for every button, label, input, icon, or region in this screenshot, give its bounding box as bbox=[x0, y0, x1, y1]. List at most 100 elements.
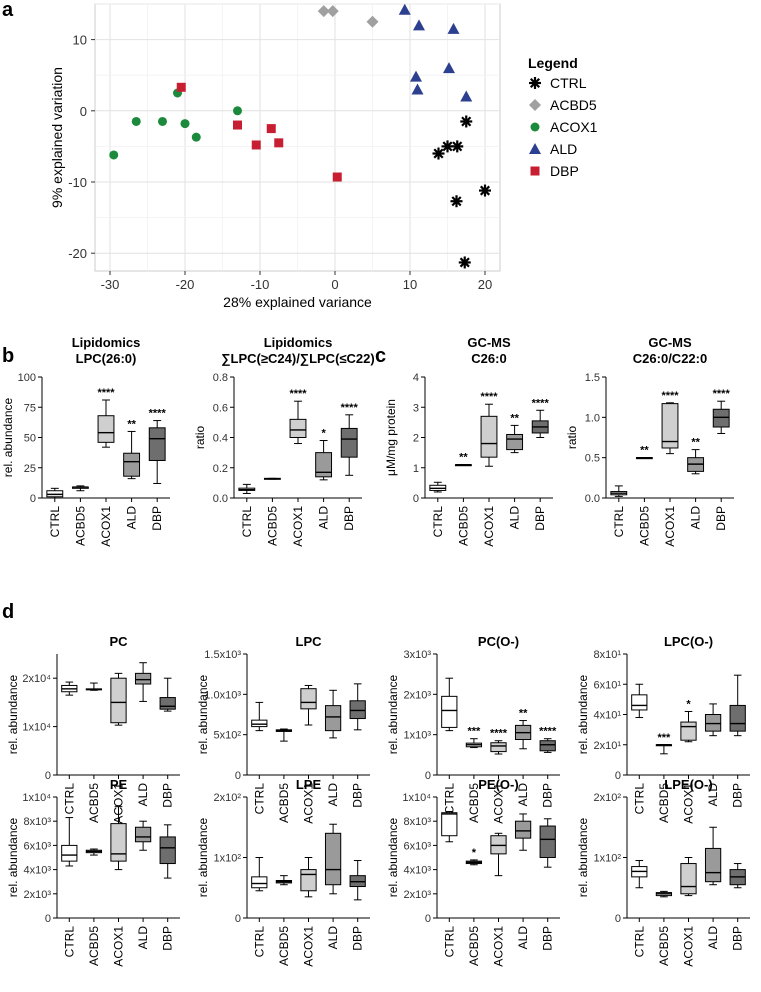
x-tick-label-dbp: DBP bbox=[161, 926, 175, 951]
y-axis-label: rel. abundance bbox=[1, 397, 15, 477]
box-acbd5 bbox=[85, 848, 103, 856]
pca-point bbox=[131, 116, 141, 126]
box-iqr bbox=[134, 826, 152, 843]
significance-label: ** bbox=[519, 708, 528, 720]
pca-point bbox=[432, 147, 445, 160]
box-iqr bbox=[300, 688, 317, 710]
pca-plot: -30 -20 -10 0 10 20 -20 -10 0 10 28% explained var… bbox=[49, 3, 598, 310]
pca-x-tick-label: -20 bbox=[176, 277, 195, 292]
pca-point bbox=[411, 83, 424, 95]
y-tick-label: 0.2 bbox=[213, 463, 228, 475]
x-tick-label-acbd5: ACBD5 bbox=[467, 783, 481, 823]
x-tick-label-acbd5: ACBD5 bbox=[657, 783, 671, 823]
box-dbp bbox=[729, 674, 746, 737]
y-tick-label: 2x10³ bbox=[403, 689, 431, 701]
x-tick-label-ctrl: CTRL bbox=[632, 926, 646, 958]
box-iqr bbox=[324, 705, 342, 732]
box-ald bbox=[324, 689, 342, 739]
y-tick-label: 0 bbox=[413, 493, 419, 505]
box-dbp bbox=[159, 677, 176, 712]
x-tick-label-dbp: DBP bbox=[731, 926, 745, 951]
box-dbp: **** bbox=[341, 402, 358, 476]
x-tick-label-ctrl: CTRL bbox=[252, 926, 266, 958]
box-ctrl bbox=[441, 811, 458, 843]
y-axis-label: rel. abundance bbox=[386, 674, 400, 754]
asterisk-stroke bbox=[452, 141, 463, 152]
x-tick-label-dbp: DBP bbox=[714, 506, 728, 531]
box-dbp bbox=[539, 818, 556, 868]
y-tick-label: 50 bbox=[24, 433, 36, 445]
pca-point bbox=[398, 3, 411, 15]
y-axis-label: ratio bbox=[565, 426, 579, 450]
box-acox1 bbox=[110, 672, 127, 726]
asterisk-stroke bbox=[459, 257, 470, 268]
legend-label-acbd5: ACBD5 bbox=[550, 97, 597, 113]
significance-label: **** bbox=[713, 388, 731, 400]
x-tick-label-acox1: ACOX1 bbox=[112, 926, 126, 967]
box-dbp: **** bbox=[149, 408, 166, 484]
pca-point bbox=[458, 256, 471, 269]
box-acox1 bbox=[300, 684, 317, 726]
x-tick-label-acox1: ACOX1 bbox=[99, 506, 113, 547]
y-tick-label: 100 bbox=[18, 372, 36, 384]
x-tick-label-acbd5: ACBD5 bbox=[73, 506, 87, 546]
box-ald bbox=[704, 703, 722, 737]
significance-label: ** bbox=[691, 437, 700, 449]
y-axis-label: rel. abundance bbox=[196, 674, 210, 754]
pca-point bbox=[443, 62, 455, 74]
asterisk-stroke bbox=[479, 185, 491, 196]
x-tick-label-ctrl: CTRL bbox=[48, 506, 62, 538]
x-tick-label-ald: ALD bbox=[706, 926, 720, 950]
box-dbp: **** bbox=[539, 726, 557, 753]
x-tick-label-ald: ALD bbox=[508, 506, 522, 530]
y-tick-label: 75 bbox=[24, 402, 36, 414]
significance-label: **** bbox=[97, 387, 115, 399]
x-tick-label-ald: ALD bbox=[516, 926, 530, 950]
y-axis-label: rel. abundance bbox=[576, 674, 590, 754]
pca-point bbox=[191, 132, 201, 142]
x-tick-label-ctrl: CTRL bbox=[632, 783, 646, 815]
panel-label-c: c bbox=[375, 345, 386, 367]
box-acbd5: * bbox=[465, 847, 483, 866]
y-tick-label: 1x10² bbox=[593, 853, 621, 865]
y-tick-label: 6x10³ bbox=[23, 840, 51, 852]
boxplot-title: GC-MS bbox=[648, 335, 692, 350]
boxplot-title: ∑LPC(≥C24)/∑LPC(≤C22) bbox=[221, 351, 374, 366]
box-ald bbox=[514, 813, 532, 851]
y-tick-label: 1.0 bbox=[585, 412, 600, 424]
box-iqr bbox=[324, 832, 342, 886]
legend-marker-acox1 bbox=[530, 122, 540, 132]
y-tick-label: 1x10³ bbox=[403, 730, 431, 742]
box-dbp: **** bbox=[713, 388, 731, 434]
y-tick-label: 0.0 bbox=[213, 493, 228, 505]
asterisk-stroke bbox=[451, 196, 462, 207]
x-tick-label-acox1: ACOX1 bbox=[492, 926, 506, 967]
box-dbp bbox=[159, 824, 176, 879]
x-tick-label-dbp: DBP bbox=[351, 926, 365, 951]
y-axis-label: rel. abundance bbox=[6, 817, 20, 897]
x-tick-label-ctrl: CTRL bbox=[442, 783, 456, 815]
boxplot-title: C26:0/C22:0 bbox=[633, 351, 707, 366]
box-iqr bbox=[349, 700, 366, 720]
significance-label: **** bbox=[661, 390, 679, 402]
x-tick-label-ald: ALD bbox=[136, 783, 150, 807]
legend-title: Legend bbox=[528, 55, 578, 71]
box-acbd5 bbox=[275, 875, 293, 886]
pca-x-tick-label: -10 bbox=[251, 277, 270, 292]
y-axis-label: rel. abundance bbox=[196, 817, 210, 897]
x-tick-label-dbp: DBP bbox=[161, 783, 175, 808]
box-acox1: **** bbox=[97, 387, 115, 448]
box-acox1 bbox=[490, 832, 507, 877]
boxplot-title: Lipidomics bbox=[264, 335, 333, 350]
boxplot-title: PE(O-) bbox=[478, 777, 518, 792]
pca-point bbox=[251, 140, 261, 150]
box-ald: ** bbox=[123, 418, 141, 480]
asterisk-stroke bbox=[529, 77, 541, 89]
x-tick-label-ctrl: CTRL bbox=[62, 783, 76, 815]
pca-x-tick-label: -30 bbox=[101, 277, 120, 292]
legend-label-acox1: ACOX1 bbox=[550, 119, 598, 135]
y-tick-label: 4x10¹ bbox=[593, 710, 621, 722]
x-tick-label-acbd5: ACBD5 bbox=[637, 506, 651, 546]
